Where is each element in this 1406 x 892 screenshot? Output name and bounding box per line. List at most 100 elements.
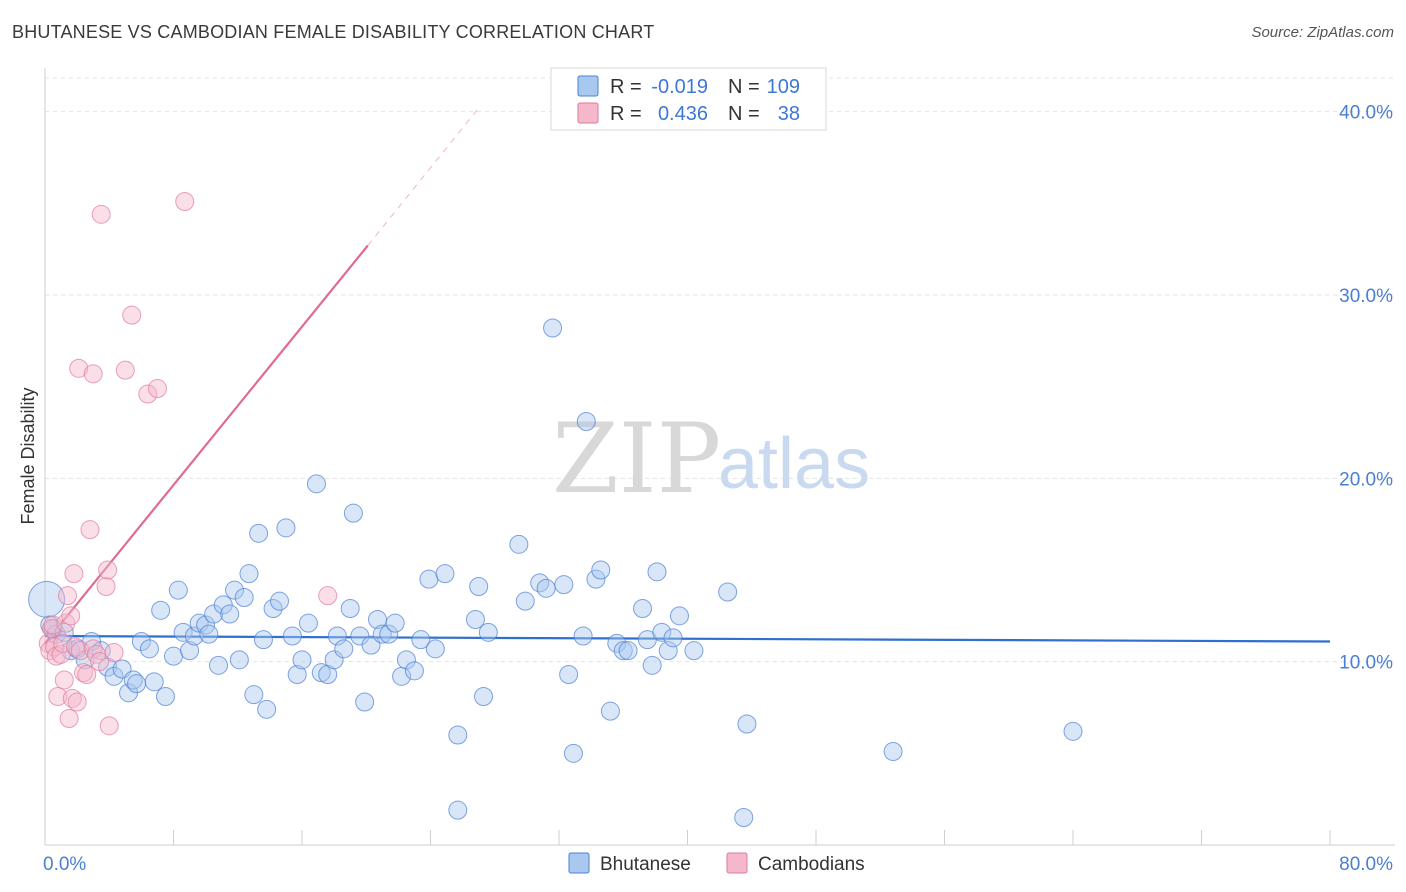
point-bhutanese [257, 699, 277, 719]
legend-n-label-bhutanese: N = [728, 76, 760, 98]
bottom-legend-label-cambodians: Cambodians [758, 854, 865, 875]
point-bhutanese [340, 599, 360, 618]
bottom-legend-swatch-bhutanese [568, 852, 590, 874]
point-cambodians [61, 606, 81, 626]
point-cambodians [138, 384, 158, 404]
point-bhutanese [253, 630, 273, 650]
point-bhutanese [1063, 721, 1083, 741]
point-bhutanese [385, 613, 405, 633]
chart-source: Source: ZipAtlas.com [1251, 24, 1394, 41]
point-bhutanese [239, 564, 259, 584]
point-bhutanese [173, 622, 193, 642]
point-cambodians [57, 586, 77, 606]
point-bhutanese [127, 674, 147, 694]
point-bhutanese [306, 474, 326, 494]
point-bhutanese [155, 687, 175, 706]
y-axis-title: Female Disability [18, 387, 38, 524]
point-bhutanese [189, 613, 209, 633]
legend-stats: R = -0.019 N = 109 R = 0.436 N = 38 [550, 67, 827, 131]
point-bhutanese [469, 577, 489, 596]
point-cambodians [48, 687, 68, 706]
point-cambodians [80, 520, 100, 540]
x-tick-labels: 0.0% 80.0% [43, 854, 1393, 875]
point-cambodians [122, 305, 142, 325]
point-bhutanese [435, 564, 455, 584]
point-cambodians [83, 364, 103, 384]
point-bhutanese [151, 600, 171, 620]
trend-line-bhutanese [44, 634, 1331, 643]
point-bhutanese [554, 575, 574, 595]
point-bhutanese [543, 318, 563, 338]
point-bhutanese [404, 661, 424, 681]
point-bhutanese [334, 639, 354, 659]
point-bhutanese [263, 599, 283, 618]
point-bhutanese [559, 665, 579, 684]
point-bhutanese [647, 562, 667, 582]
point-bhutanese [287, 665, 307, 684]
point-bhutanese [270, 591, 290, 611]
trend-extension-cambodians [367, 107, 480, 246]
point-cambodians [74, 663, 94, 683]
point-bhutanese [311, 663, 331, 683]
x-tick-label: 80.0% [1339, 854, 1393, 875]
point-bhutanese [292, 650, 312, 670]
legend-r-value-bhutanese: -0.019 [651, 76, 708, 98]
point-bhutanese [586, 569, 606, 589]
point-bhutanese [324, 650, 344, 670]
y-tick-label: 40.0% [1339, 103, 1393, 124]
point-bhutanese [234, 588, 254, 607]
y-tick-label: 10.0% [1339, 653, 1393, 674]
point-bhutanese [199, 624, 219, 644]
axes [44, 68, 1395, 846]
x-tick-label: 0.0% [43, 854, 86, 875]
point-bhutanese [530, 573, 550, 593]
y-tick-labels: 10.0% 20.0% 30.0% 40.0% [1339, 103, 1393, 674]
point-bhutanese [419, 569, 439, 589]
series-cambodians [38, 192, 338, 736]
y-tick-label: 30.0% [1339, 286, 1393, 307]
point-bhutanese [465, 610, 485, 629]
point-bhutanese [379, 624, 399, 644]
point-cambodians [53, 633, 73, 653]
point-bhutanese [28, 580, 66, 618]
point-bhutanese [448, 725, 468, 745]
point-cambodians [64, 564, 84, 584]
point-bhutanese [613, 641, 633, 661]
point-cambodians [96, 577, 116, 596]
point-bhutanese [669, 606, 689, 626]
point-cambodians [90, 652, 110, 672]
point-bhutanese [509, 534, 529, 554]
point-bhutanese [144, 672, 164, 692]
point-bhutanese [684, 641, 704, 661]
legend-r-label-bhutanese: R = [610, 76, 642, 98]
legend-swatch-cambodians [577, 102, 599, 124]
point-cambodians [104, 643, 124, 662]
point-bhutanese [225, 580, 245, 600]
point-bhutanese [607, 633, 627, 653]
point-bhutanese [276, 518, 296, 538]
point-bhutanese [168, 580, 188, 600]
point-bhutanese [411, 630, 431, 650]
legend-n-value-bhutanese: 109 [767, 76, 800, 98]
point-bhutanese [180, 641, 200, 661]
point-bhutanese [737, 714, 757, 734]
point-bhutanese [658, 641, 678, 661]
point-bhutanese [372, 624, 392, 644]
point-bhutanese [633, 599, 653, 618]
legend-n-label-cambodians: N = [728, 103, 760, 125]
point-bhutanese [104, 666, 124, 686]
series-bhutanese [28, 318, 1083, 827]
point-bhutanese [652, 622, 672, 642]
point-bhutanese [220, 604, 240, 624]
point-bhutanese [298, 613, 318, 633]
point-bhutanese [249, 523, 269, 543]
trend-line-cambodians [44, 244, 369, 645]
chart-title: BHUTANESE VS CAMBODIAN FEMALE DISABILITY… [12, 22, 655, 42]
point-bhutanese [244, 685, 264, 705]
bottom-legend-swatch-cambodians [726, 852, 748, 874]
point-bhutanese [515, 591, 535, 611]
point-cambodians [59, 709, 79, 728]
point-cambodians [54, 670, 74, 690]
point-cambodians [91, 204, 111, 224]
point-bhutanese [396, 650, 416, 670]
